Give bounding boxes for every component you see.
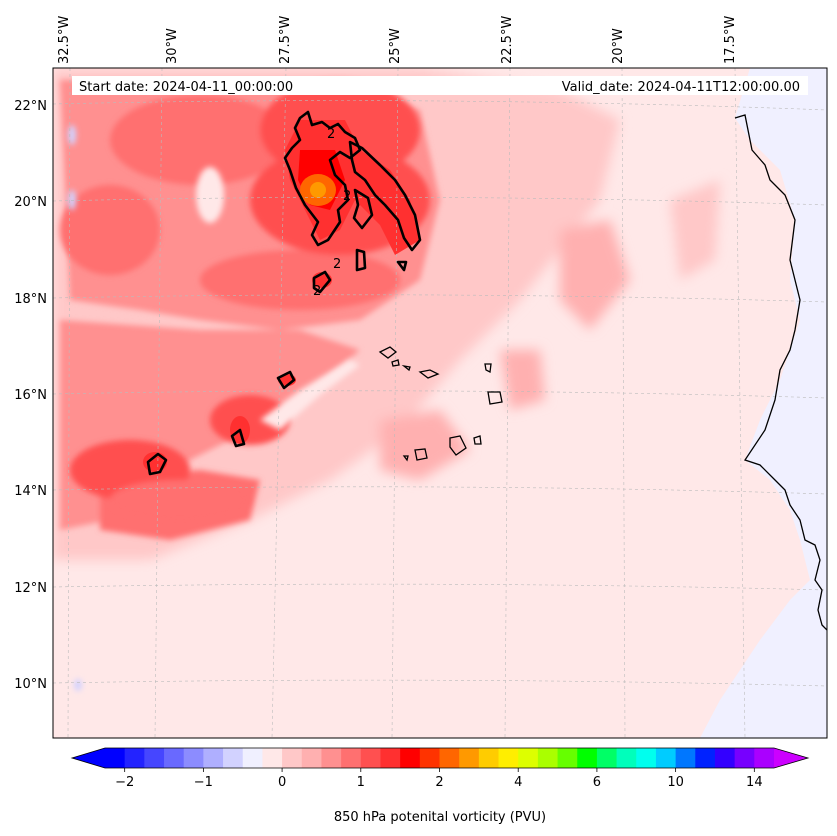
lon-label: 27.5°W [278, 16, 293, 64]
colorbar-tick-labels: −2 −1 0 1 2 4 6 10 14 [115, 775, 763, 790]
colorbar-tick-label: 2 [435, 775, 443, 790]
colorbar-cell [419, 748, 440, 768]
colorbar-cell [675, 748, 696, 768]
colorbar-cell [105, 748, 126, 768]
colorbar-cell [144, 748, 165, 768]
colorbar-title: 850 hPa potenital vorticity (PVU) [334, 810, 546, 825]
cape-verde-islands [378, 346, 503, 462]
africa-landmass [700, 68, 827, 738]
lon-label: 25°W [388, 28, 403, 64]
colorbar-cells [105, 748, 775, 768]
colorbar-tick-label: 6 [593, 775, 601, 790]
colorbar-cell [203, 748, 224, 768]
lat-label: 16°N [14, 388, 47, 403]
colorbar-tick-label: 14 [746, 775, 763, 790]
colorbar-extend-max [774, 748, 808, 768]
colorbar: −2 −1 0 1 2 4 6 10 14 850 hPa potenital vorticit… [70, 747, 810, 825]
colorbar-cell [636, 748, 657, 768]
lon-label: 17.5°W [723, 16, 738, 64]
lat-label: 12°N [14, 581, 47, 596]
lon-label: 20°W [611, 28, 626, 64]
lon-label: 32.5°W [57, 16, 72, 64]
lat-label: 22°N [14, 99, 47, 114]
colorbar-cell [262, 748, 283, 768]
colorbar-cell [380, 748, 401, 768]
colorbar-cell [596, 748, 618, 768]
map-panel: 2 2 2 2 Start date: 2024-04-11_00:00:00 … [53, 68, 827, 738]
colorbar-cell [360, 748, 381, 768]
colorbar-outline [70, 747, 810, 769]
colorbar-cell [164, 748, 185, 768]
lat-label: 10°N [14, 677, 47, 692]
contour-label: 2 [343, 189, 351, 204]
colorbar-cell [124, 748, 145, 768]
lon-label: 22.5°W [500, 16, 515, 64]
colorbar-cell [400, 748, 421, 768]
colorbar-tick-label: −1 [194, 775, 213, 790]
contour-label: 2 [327, 127, 335, 142]
colorbar-ticks [124, 768, 755, 772]
lat-label: 20°N [14, 195, 47, 210]
map-frame [52, 67, 828, 739]
colorbar-tick-label: −2 [115, 775, 134, 790]
colorbar-cell [223, 748, 244, 768]
colorbar-cell [655, 748, 677, 768]
lon-label: 30°W [165, 28, 180, 64]
colorbar-tick-label: 10 [667, 775, 684, 790]
contour-label: 2 [313, 284, 321, 299]
latitude-labels: 22°N 20°N 18°N 16°N 14°N 12°N 10°N [14, 99, 47, 692]
colorbar-cell [537, 748, 559, 768]
header-box [72, 76, 808, 95]
colorbar-cell [577, 748, 598, 768]
colorbar-tick-label: 0 [278, 775, 286, 790]
colorbar-cell [754, 748, 775, 768]
longitude-labels: 32.5°W 30°W 27.5°W 25°W 22.5°W 20°W 17.5… [57, 16, 738, 64]
colorbar-cell [616, 748, 637, 768]
start-date-label: Start date: 2024-04-11_00:00:00 [79, 80, 293, 95]
valid-date-label: Valid_date: 2024-04-11T12:00:00.00 [562, 80, 800, 95]
colorbar-cell [734, 748, 755, 768]
colorbar-extend-min [72, 748, 105, 768]
colorbar-tick-label: 1 [357, 775, 365, 790]
colorbar-cell [714, 748, 736, 768]
colorbar-cell [341, 748, 362, 768]
colorbar-cell [242, 748, 263, 768]
colorbar-cell [518, 748, 539, 768]
colorbar-cell [695, 748, 716, 768]
colorbar-cell [459, 748, 480, 768]
colorbar-tick-label: 4 [514, 775, 522, 790]
lat-label: 14°N [14, 484, 47, 499]
colorbar-cell [282, 748, 303, 768]
colorbar-cell [183, 748, 204, 768]
colorbar-cell [498, 748, 519, 768]
africa-coastline [734, 114, 827, 631]
contour-labels: 2 2 2 2 [313, 127, 351, 299]
colorbar-cell [301, 748, 322, 768]
pv-2-contours [146, 110, 422, 476]
contour-label: 2 [333, 257, 341, 272]
colorbar-cell [557, 748, 578, 768]
colorbar-cell [439, 748, 460, 768]
graticule [53, 68, 827, 738]
colorbar-cell [478, 748, 500, 768]
colorbar-cell [321, 748, 342, 768]
lat-label: 18°N [14, 292, 47, 307]
